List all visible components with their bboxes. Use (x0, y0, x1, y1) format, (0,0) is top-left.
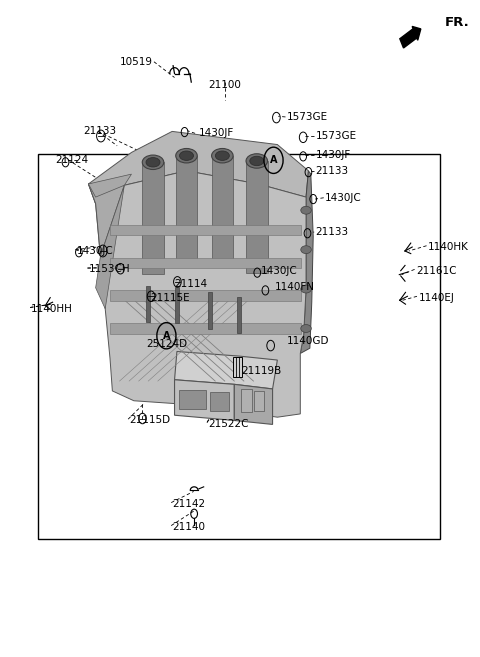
Text: A: A (270, 155, 277, 166)
Text: 21114: 21114 (175, 279, 208, 289)
Text: 1430JC: 1430JC (76, 246, 113, 256)
Bar (110, 258, 301, 268)
Ellipse shape (176, 148, 197, 163)
Ellipse shape (212, 148, 233, 163)
Text: 21115E: 21115E (151, 293, 190, 304)
Text: 1140EJ: 1140EJ (419, 292, 454, 303)
Text: 10519: 10519 (120, 57, 153, 67)
Text: 21140: 21140 (172, 522, 205, 532)
Text: 21133: 21133 (316, 227, 349, 237)
Text: A: A (163, 330, 170, 341)
Text: 21119B: 21119B (241, 366, 282, 376)
Bar (246, 161, 267, 273)
Bar (38, 154, 440, 539)
Polygon shape (88, 174, 132, 197)
Ellipse shape (301, 285, 312, 293)
Text: 25124D: 25124D (146, 338, 187, 349)
Text: 21522C: 21522C (208, 419, 249, 429)
Ellipse shape (301, 325, 312, 332)
Ellipse shape (180, 151, 193, 160)
Text: 1140HK: 1140HK (428, 242, 469, 252)
Text: 21133: 21133 (84, 126, 117, 137)
Ellipse shape (246, 154, 267, 168)
Text: 1430JF: 1430JF (198, 128, 234, 139)
Text: 1153CH: 1153CH (88, 264, 130, 275)
Text: 1140GD: 1140GD (287, 336, 329, 346)
Bar (110, 225, 301, 235)
Bar (110, 323, 301, 334)
Text: 21142: 21142 (172, 499, 205, 509)
Bar (208, 292, 212, 328)
Polygon shape (96, 185, 124, 309)
Text: 21115D: 21115D (129, 415, 170, 426)
Polygon shape (175, 351, 277, 389)
Bar (233, 357, 242, 377)
Bar (212, 156, 233, 267)
Polygon shape (88, 131, 309, 204)
Text: 21100: 21100 (208, 80, 241, 91)
Polygon shape (234, 384, 273, 424)
Text: 1140HH: 1140HH (31, 304, 73, 314)
Ellipse shape (146, 158, 160, 167)
Polygon shape (175, 380, 234, 420)
Ellipse shape (142, 155, 164, 170)
Bar (110, 290, 301, 301)
Bar (146, 286, 150, 322)
Bar (254, 391, 264, 411)
Bar (142, 162, 164, 274)
FancyArrow shape (400, 26, 421, 48)
Text: 21133: 21133 (316, 166, 349, 176)
Bar (210, 392, 228, 411)
Text: FR.: FR. (444, 16, 469, 30)
Text: 1430JC: 1430JC (261, 266, 298, 277)
Bar (175, 287, 179, 323)
Text: 1430JF: 1430JF (316, 150, 351, 160)
Ellipse shape (301, 246, 312, 254)
Polygon shape (300, 171, 313, 353)
Bar (237, 297, 241, 333)
Text: 1573GE: 1573GE (287, 112, 328, 122)
Polygon shape (88, 171, 306, 417)
Ellipse shape (301, 206, 312, 214)
Text: 1573GE: 1573GE (316, 131, 357, 141)
Text: 1140FN: 1140FN (275, 282, 315, 292)
Bar (180, 390, 205, 409)
Text: 1430JC: 1430JC (325, 193, 362, 203)
Text: 21124: 21124 (55, 154, 88, 165)
Ellipse shape (250, 156, 264, 166)
Ellipse shape (216, 151, 229, 160)
Polygon shape (88, 184, 124, 256)
Bar (176, 156, 197, 267)
Text: 21161C: 21161C (416, 265, 456, 276)
Bar (241, 389, 252, 412)
